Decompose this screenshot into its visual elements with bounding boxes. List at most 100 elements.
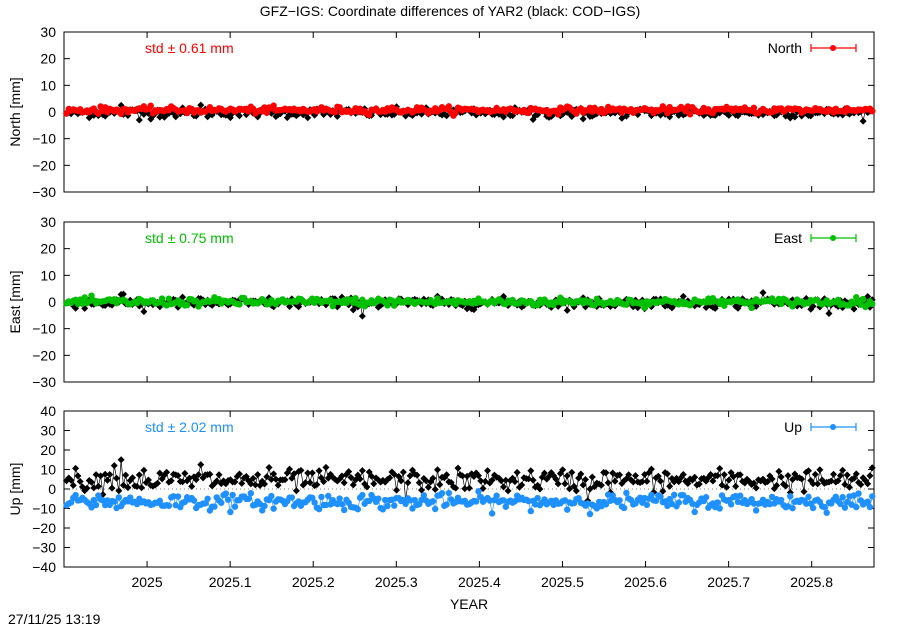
data-point-cod-up — [247, 480, 255, 488]
data-point-up — [787, 493, 794, 500]
data-point-cod-up — [691, 473, 699, 481]
data-point-cod-up — [140, 466, 148, 474]
data-point-up — [72, 491, 79, 499]
data-point-east — [859, 295, 867, 303]
data-point-up — [438, 490, 446, 497]
x-tick-label: 2025.1 — [209, 574, 252, 590]
data-point-cod-up — [654, 472, 662, 480]
data-point-up — [657, 493, 664, 500]
data-point-up — [211, 503, 218, 510]
data-point-up — [789, 504, 796, 512]
data-point-cod-up — [192, 476, 200, 484]
data-point-up — [675, 499, 682, 506]
data-point-north — [183, 109, 191, 117]
data-point-cod-up — [866, 472, 874, 480]
y-tick-label-up: 0 — [48, 481, 56, 497]
data-point-up — [384, 502, 391, 510]
data-point-cod-up — [308, 469, 316, 477]
data-point-cod-up — [713, 472, 721, 480]
data-point-cod-up — [106, 471, 114, 479]
data-point-up — [420, 492, 428, 499]
data-point-cod-up — [76, 477, 84, 485]
data-point-cod-up — [602, 469, 610, 477]
data-point-cod-up — [363, 483, 371, 491]
data-point-north — [686, 111, 694, 118]
data-point-up — [472, 498, 480, 505]
timestamp: 27/11/25 13:19 — [8, 611, 101, 627]
data-point-east — [158, 295, 166, 302]
data-point-cod-east — [358, 312, 366, 320]
data-point-cod-north — [859, 117, 867, 125]
data-point-north — [452, 109, 459, 116]
data-point-cod-up — [536, 485, 544, 493]
data-point-up — [805, 493, 812, 501]
data-point-north — [554, 111, 562, 118]
data-point-east — [775, 295, 783, 303]
data-point-east — [359, 296, 366, 303]
data-point-cod-north — [499, 113, 507, 121]
data-point-cod-up — [784, 472, 792, 480]
data-point-cod-up — [263, 473, 271, 481]
data-point-cod-up — [804, 467, 812, 475]
data-point-up — [311, 499, 318, 506]
data-point-cod-up — [415, 479, 423, 487]
data-point-up — [111, 498, 118, 505]
y-tick-label-north: −30 — [32, 184, 56, 200]
data-point-cod-up — [124, 484, 132, 492]
data-point-up — [648, 491, 655, 499]
data-point-north — [117, 110, 125, 118]
data-point-cod-up — [679, 471, 687, 479]
data-point-cod-up — [868, 464, 876, 472]
std-label-north: std ± 0.61 mm — [145, 40, 234, 56]
data-point-cod-up — [814, 480, 822, 488]
data-point-cod-up — [568, 468, 576, 476]
data-point-cod-up — [301, 479, 309, 487]
data-point-cod-up — [69, 481, 77, 489]
data-point-up — [864, 498, 871, 505]
data-point-cod-up — [197, 461, 205, 469]
data-point-cod-up — [304, 469, 312, 477]
data-point-cod-up — [188, 482, 196, 490]
data-point-east — [834, 296, 842, 304]
y-tick-label-up: 40 — [40, 403, 56, 419]
y-tick-label-north: 30 — [40, 24, 56, 40]
data-point-cod-up — [424, 483, 432, 491]
y-tick-label-up: −10 — [32, 501, 56, 517]
data-point-up — [445, 489, 453, 497]
data-point-up — [90, 496, 98, 504]
data-point-cod-up — [181, 469, 189, 477]
data-point-cod-up — [163, 468, 171, 476]
data-point-cod-up — [647, 465, 655, 473]
data-point-cod-up — [370, 480, 378, 488]
data-point-up — [777, 496, 785, 504]
data-point-cod-up — [659, 487, 667, 495]
data-point-cod-up — [315, 467, 323, 475]
data-point-up — [359, 491, 366, 499]
data-point-cod-up — [461, 485, 469, 493]
data-point-cod-up — [843, 471, 851, 479]
data-point-cod-up — [750, 479, 758, 487]
x-tick-label: 2025.6 — [624, 574, 667, 590]
data-point-cod-up — [213, 477, 221, 485]
data-point-cod-up — [609, 469, 617, 477]
data-point-cod-up — [436, 481, 444, 489]
y-axis-label-north: North [mm] — [7, 77, 23, 146]
data-point-cod-up — [433, 466, 441, 474]
data-point-up — [493, 492, 500, 499]
data-point-cod-up — [135, 471, 143, 479]
data-point-cod-up — [195, 471, 203, 479]
data-point-cod-north — [304, 114, 312, 122]
data-point-north — [336, 104, 343, 111]
x-tick-label: 2025.7 — [707, 574, 750, 590]
y-axis-label-east: East [mm] — [7, 270, 23, 333]
data-point-cod-up — [643, 477, 651, 485]
data-point-cod-up — [386, 474, 394, 482]
data-point-cod-up — [429, 474, 437, 482]
y-tick-label-east: −20 — [32, 347, 56, 363]
data-point-cod-east — [759, 289, 767, 297]
data-point-up — [853, 503, 860, 511]
data-point-east — [352, 295, 359, 302]
data-point-cod-up — [768, 475, 776, 483]
data-point-east — [641, 304, 648, 311]
data-point-north — [445, 103, 453, 110]
